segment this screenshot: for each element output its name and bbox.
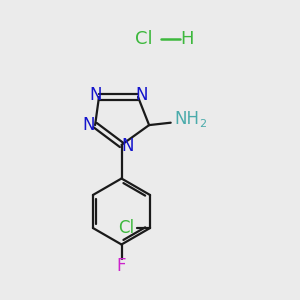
Text: F: F [117,257,126,275]
Text: N: N [82,116,95,134]
Text: H: H [181,30,194,48]
Text: 2: 2 [199,119,206,129]
Text: Cl: Cl [118,219,134,237]
Text: N: N [135,86,148,104]
Text: Cl: Cl [135,30,153,48]
Text: N: N [89,86,102,104]
Text: NH: NH [175,110,200,128]
Text: N: N [122,137,134,155]
